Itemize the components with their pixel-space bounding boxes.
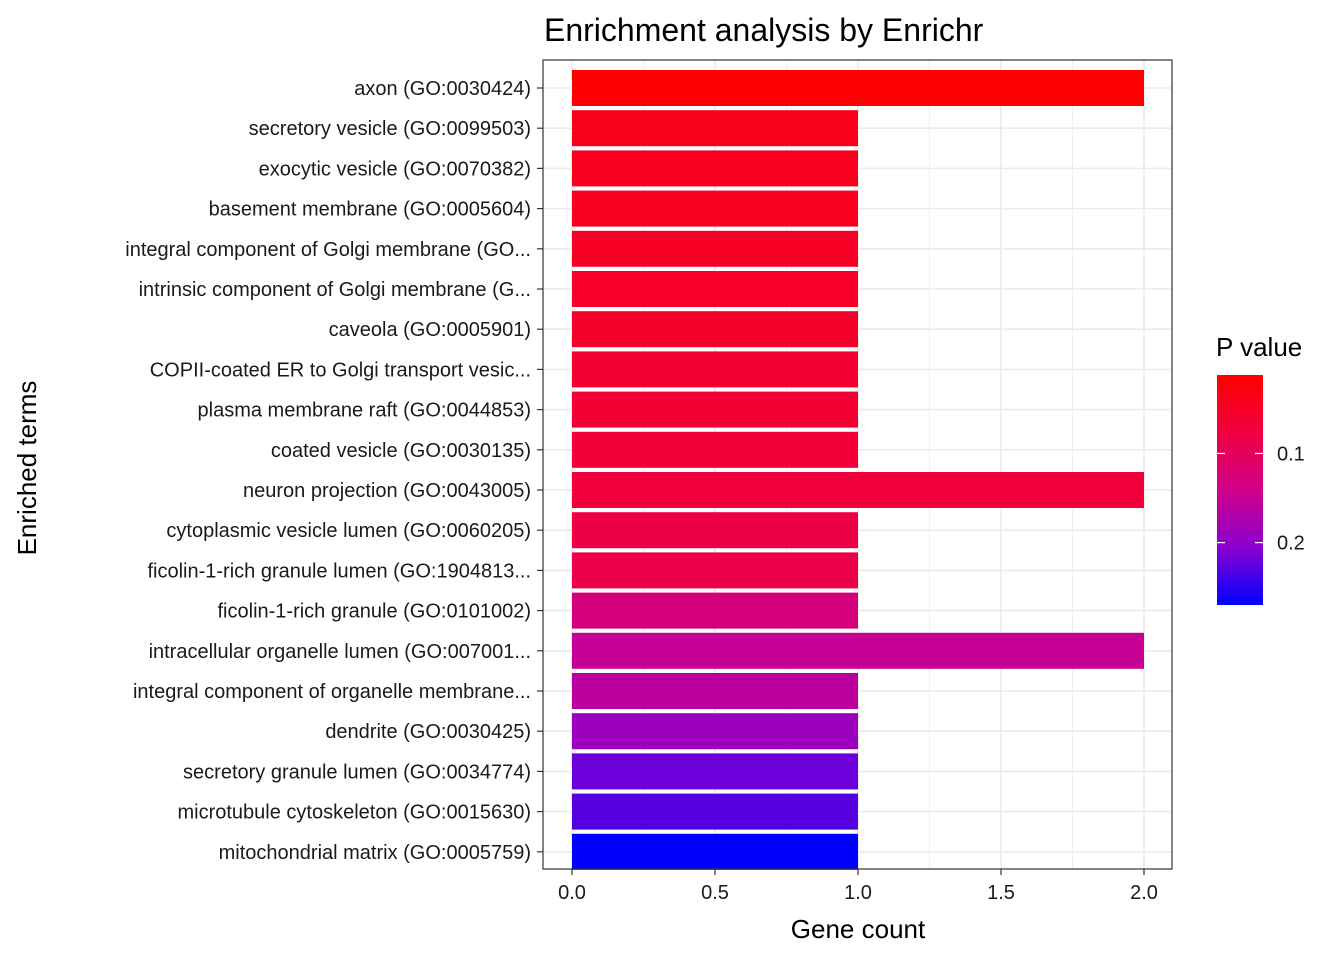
y-tick-label: basement membrane (GO:0005604) <box>209 199 531 221</box>
x-tick-label: 1.0 <box>844 882 872 904</box>
bar <box>572 793 858 830</box>
bar <box>572 190 858 227</box>
y-tick-label: intrinsic component of Golgi membrane (G… <box>139 279 531 301</box>
bar <box>572 472 1144 508</box>
bar <box>572 552 858 589</box>
x-axis-title: Gene count <box>791 914 926 944</box>
y-tick-label: exocytic vesicle (GO:0070382) <box>259 158 531 180</box>
y-tick-label: intracellular organelle lumen (GO:007001… <box>149 641 531 663</box>
x-tick-label: 0.0 <box>558 882 586 904</box>
bar <box>572 271 858 307</box>
y-tick-label: plasma membrane raft (GO:0044853) <box>198 400 532 422</box>
y-axis-title: Enriched terms <box>12 381 42 556</box>
y-tick-label: dendrite (GO:0030425) <box>325 721 531 743</box>
y-tick-label: axon (GO:0030424) <box>354 78 531 100</box>
bar <box>572 431 858 468</box>
y-tick-labels: axon (GO:0030424) secretory vesicle (GO:0… <box>125 78 543 864</box>
bar <box>572 512 858 549</box>
y-tick-label: integral component of Golgi membrane (GO… <box>125 239 531 261</box>
y-tick-label: cytoplasmic vesicle lumen (GO:0060205) <box>166 520 531 542</box>
bar <box>572 673 858 709</box>
x-tick-labels: 0.0 0.5 1.0 1.5 2.0 <box>558 869 1158 904</box>
legend-ticks: 0.1 0.2 <box>1217 443 1305 555</box>
y-tick-label: coated vesicle (GO:0030135) <box>271 440 531 462</box>
y-tick-label: integral component of organelle membrane… <box>133 681 531 703</box>
bar <box>572 311 858 348</box>
bar <box>572 753 858 790</box>
y-tick-label: COPII-coated ER to Golgi transport vesic… <box>150 359 531 381</box>
bar <box>572 70 1144 106</box>
x-tick-label: 2.0 <box>1130 882 1158 904</box>
y-tick-label: caveola (GO:0005901) <box>329 319 531 341</box>
y-tick-label: secretory granule lumen (GO:0034774) <box>183 761 531 783</box>
legend-colorbar <box>1217 375 1263 605</box>
legend-label: 0.2 <box>1277 533 1305 555</box>
bars <box>572 70 1144 870</box>
bar <box>572 713 858 750</box>
chart-title: Enrichment analysis by Enrichr <box>544 12 984 48</box>
x-tick-label: 1.5 <box>987 882 1015 904</box>
y-tick-label: ficolin-1-rich granule (GO:0101002) <box>218 601 532 623</box>
bar <box>572 592 858 629</box>
bar <box>572 150 858 187</box>
y-tick-label: neuron projection (GO:0043005) <box>243 480 531 502</box>
x-tick-label: 0.5 <box>701 882 729 904</box>
bar <box>572 351 858 388</box>
y-tick-label: mitochondrial matrix (GO:0005759) <box>219 842 531 864</box>
legend-label: 0.1 <box>1277 443 1305 465</box>
bar <box>572 632 1144 669</box>
bar <box>572 110 858 147</box>
bar <box>572 391 858 428</box>
y-tick-label: secretory vesicle (GO:0099503) <box>249 118 531 140</box>
y-tick-label: ficolin-1-rich granule lumen (GO:1904813… <box>147 560 531 582</box>
bar <box>572 833 858 870</box>
y-tick-label: microtubule cytoskeleton (GO:0015630) <box>177 802 531 824</box>
legend-title: P value <box>1216 332 1302 362</box>
bar <box>572 230 858 267</box>
